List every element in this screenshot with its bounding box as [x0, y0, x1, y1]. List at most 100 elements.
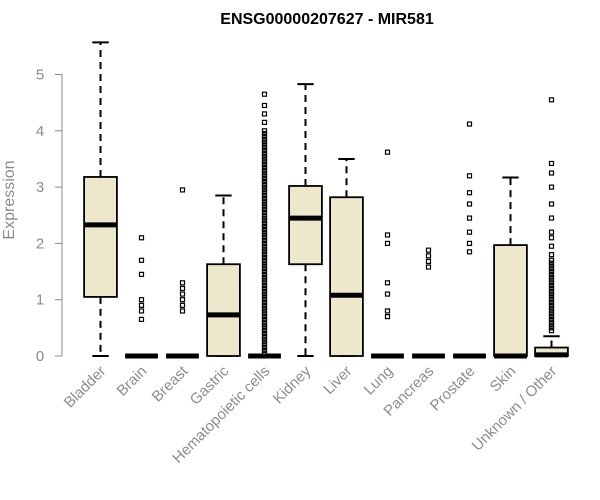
outlier-point [548, 299, 555, 306]
outlier-point [261, 181, 268, 187]
outlier-point [261, 263, 268, 269]
outlier-point [548, 280, 555, 286]
outlier-point [261, 260, 268, 266]
outlier-point [548, 260, 555, 266]
y-tick-label: 1 [36, 292, 44, 309]
outlier-point [548, 316, 555, 323]
box-pancreas [412, 247, 445, 359]
chart-title: ENSG00000207627 - MIR581 [220, 11, 434, 28]
outlier-point [548, 319, 555, 325]
outlier-point [384, 291, 391, 297]
box-iqr [206, 263, 241, 357]
x-category-label: Liver [320, 363, 355, 398]
outlier-point [425, 258, 432, 265]
outlier-point [425, 247, 432, 253]
outlier-point [261, 170, 268, 176]
outlier-point [138, 297, 145, 303]
outlier-point [466, 229, 473, 235]
outlier-point [548, 257, 555, 263]
outlier-point [261, 277, 268, 283]
outlier-point [261, 221, 268, 227]
outlier-point [548, 170, 555, 176]
box-brain [125, 235, 158, 359]
outlier-point [261, 159, 268, 165]
outlier-point [138, 316, 145, 323]
outlier-point [261, 192, 268, 199]
outlier-point [261, 291, 268, 297]
box-liver [329, 157, 364, 357]
outlier-point [261, 142, 268, 148]
outlier-point [261, 139, 268, 145]
outlier-point [261, 299, 268, 306]
outlier-point [548, 277, 555, 283]
outlier-point [261, 190, 268, 196]
outlier-point [261, 176, 268, 182]
outlier-point [261, 147, 268, 154]
outlier-point [261, 150, 268, 156]
outlier-point [261, 102, 268, 109]
box-iqr [493, 244, 528, 357]
outlier-point [466, 240, 473, 246]
outlier-point [548, 252, 555, 258]
outlier-point [548, 285, 555, 292]
outlier-point [261, 173, 268, 179]
outlier-point [261, 316, 268, 323]
x-category-label: Brain [114, 363, 151, 400]
x-category-label: Kidney [270, 362, 315, 407]
outlier-point [384, 232, 391, 238]
outlier-point [384, 280, 391, 286]
outlier-point [548, 268, 555, 275]
outlier-point [138, 271, 145, 277]
outlier-point [261, 212, 268, 218]
outlier-point [261, 153, 268, 159]
outlier-point [261, 232, 268, 238]
outlier-point [425, 264, 432, 270]
outlier-point [548, 308, 555, 314]
box-breast [166, 187, 199, 359]
outlier-point [261, 347, 268, 353]
outlier-point [548, 263, 555, 269]
outlier-point [548, 229, 555, 235]
outlier-point [261, 209, 268, 216]
outlier-point [466, 173, 473, 179]
outlier-point [548, 271, 555, 277]
outlier-point [261, 333, 268, 339]
outlier-point [261, 164, 268, 170]
x-category-label: Skin [487, 363, 520, 396]
outlier-point [179, 187, 186, 193]
outlier-point [261, 235, 268, 241]
outlier-point [179, 285, 186, 292]
outlier-point [261, 145, 268, 151]
outlier-point [548, 325, 555, 331]
outlier-point [384, 313, 391, 320]
x-category-label: Bladder [61, 363, 110, 412]
outlier-point [548, 215, 555, 221]
y-axis: 0 1 2 3 4 5 [36, 67, 63, 365]
outlier-point [425, 253, 432, 259]
outlier-point [261, 350, 268, 356]
outlier-point [261, 226, 268, 232]
outlier-point [261, 280, 268, 286]
box-lung [371, 149, 404, 359]
outlier-point [261, 325, 268, 331]
outlier-point [261, 167, 268, 173]
y-tick-label: 3 [36, 179, 44, 196]
outlier-point [261, 336, 268, 342]
outlier-point [261, 218, 268, 224]
x-category-label: Prostate [427, 363, 479, 415]
outlier-point [261, 161, 268, 168]
outlier-point [261, 328, 268, 334]
outlier-point [138, 308, 145, 314]
x-category-label: Breast [149, 362, 192, 405]
y-tick-label: 4 [36, 123, 44, 140]
box-iqr [83, 176, 118, 298]
outlier-point [261, 91, 268, 97]
outlier-point [261, 207, 268, 213]
outlier-point [261, 223, 268, 230]
outlier-point [261, 131, 268, 137]
outlier-point [261, 313, 268, 320]
outlier-point [261, 249, 268, 255]
outlier-point [261, 344, 268, 351]
